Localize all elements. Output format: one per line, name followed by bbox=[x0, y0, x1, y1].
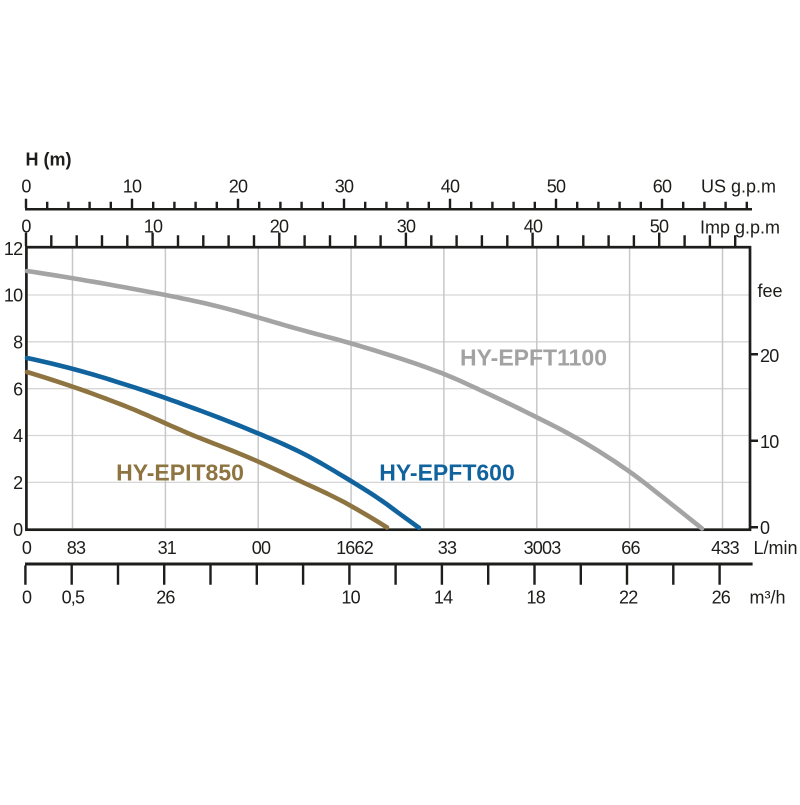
svg-text:US g.p.m: US g.p.m bbox=[701, 177, 776, 197]
svg-text:40: 40 bbox=[441, 177, 460, 197]
svg-text:10: 10 bbox=[144, 217, 163, 237]
svg-text:8: 8 bbox=[13, 332, 23, 352]
svg-text:30: 30 bbox=[397, 217, 416, 237]
svg-text:0: 0 bbox=[21, 177, 31, 197]
svg-text:10: 10 bbox=[4, 286, 23, 306]
svg-text:H (m): H (m) bbox=[26, 150, 72, 170]
svg-text:30: 30 bbox=[335, 177, 354, 197]
svg-text:33: 33 bbox=[438, 538, 457, 558]
svg-text:L/min: L/min bbox=[754, 538, 798, 558]
svg-text:66: 66 bbox=[621, 538, 640, 558]
svg-text:0: 0 bbox=[21, 217, 31, 237]
svg-text:HY-EPFT600: HY-EPFT600 bbox=[379, 460, 515, 486]
svg-text:Imp g.p.m: Imp g.p.m bbox=[700, 218, 780, 238]
svg-text:2: 2 bbox=[13, 473, 23, 493]
svg-text:18: 18 bbox=[526, 587, 545, 607]
svg-text:20: 20 bbox=[760, 346, 779, 366]
svg-text:31: 31 bbox=[158, 538, 177, 558]
svg-text:0: 0 bbox=[13, 520, 23, 540]
svg-text:0: 0 bbox=[22, 538, 32, 558]
svg-text:60: 60 bbox=[653, 177, 672, 197]
svg-text:m³/h: m³/h bbox=[750, 587, 786, 607]
svg-text:50: 50 bbox=[650, 217, 669, 237]
svg-text:HY-EPFT1100: HY-EPFT1100 bbox=[460, 344, 607, 370]
svg-text:0,5: 0,5 bbox=[62, 587, 85, 607]
svg-text:10: 10 bbox=[760, 432, 779, 452]
svg-text:22: 22 bbox=[619, 587, 638, 607]
svg-text:fee: fee bbox=[758, 281, 783, 301]
svg-text:0: 0 bbox=[22, 587, 32, 607]
svg-text:1662: 1662 bbox=[336, 538, 374, 558]
svg-text:3003: 3003 bbox=[524, 538, 562, 558]
svg-text:4: 4 bbox=[13, 426, 23, 446]
svg-text:50: 50 bbox=[547, 177, 566, 197]
svg-text:26: 26 bbox=[712, 587, 731, 607]
svg-text:6: 6 bbox=[13, 379, 23, 399]
svg-text:40: 40 bbox=[524, 217, 543, 237]
svg-text:83: 83 bbox=[67, 538, 86, 558]
svg-text:433: 433 bbox=[711, 538, 739, 558]
svg-text:14: 14 bbox=[434, 587, 453, 607]
svg-text:26: 26 bbox=[156, 587, 175, 607]
svg-text:20: 20 bbox=[270, 217, 289, 237]
svg-text:00: 00 bbox=[252, 538, 271, 558]
svg-text:12: 12 bbox=[4, 239, 23, 259]
svg-text:10: 10 bbox=[341, 587, 360, 607]
svg-text:20: 20 bbox=[229, 177, 248, 197]
svg-text:10: 10 bbox=[123, 177, 142, 197]
svg-text:HY-EPIT850: HY-EPIT850 bbox=[116, 460, 244, 486]
svg-text:0: 0 bbox=[760, 518, 770, 538]
